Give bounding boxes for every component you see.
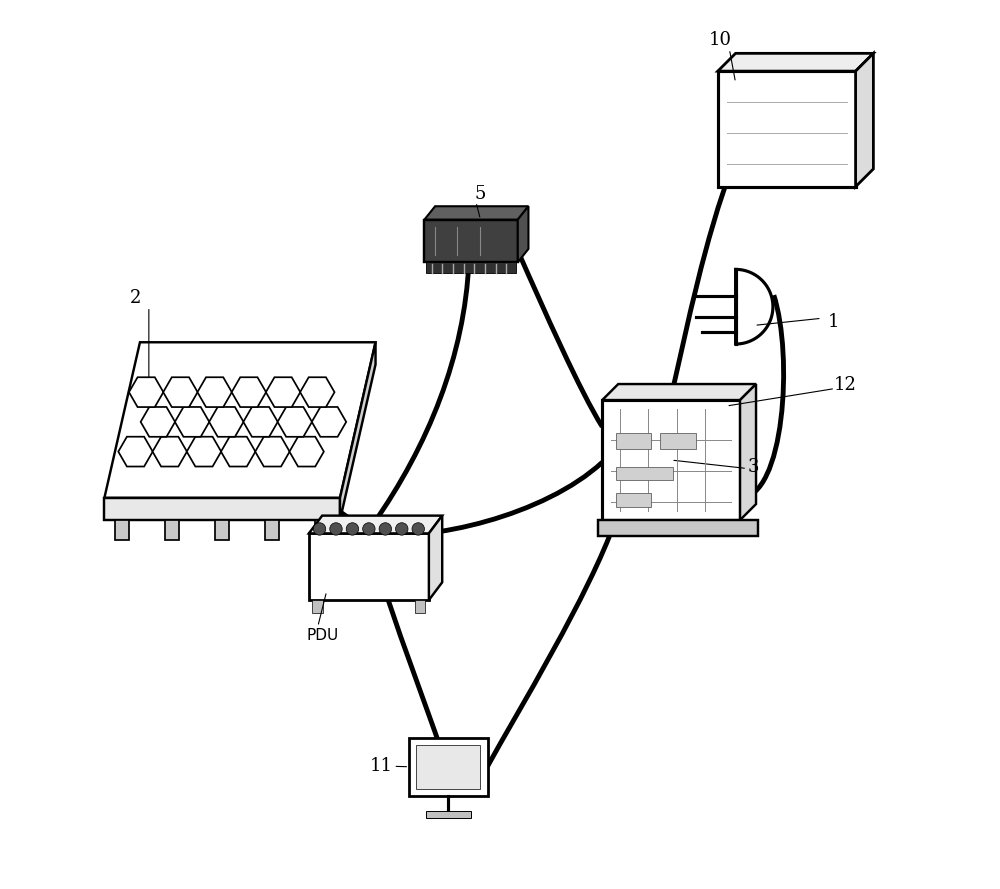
Text: 5: 5	[475, 185, 486, 203]
Polygon shape	[221, 436, 255, 467]
Bar	[426, 811, 471, 818]
Bar	[315, 520, 329, 540]
Polygon shape	[209, 407, 244, 436]
Polygon shape	[340, 342, 376, 520]
Polygon shape	[429, 516, 442, 600]
Polygon shape	[602, 384, 756, 400]
Polygon shape	[129, 377, 163, 407]
Circle shape	[330, 523, 342, 535]
Polygon shape	[163, 377, 198, 407]
Bar	[215, 520, 229, 540]
Polygon shape	[141, 407, 175, 436]
Polygon shape	[255, 436, 290, 467]
Text: 1: 1	[828, 313, 839, 331]
Polygon shape	[278, 407, 312, 436]
Bar	[424, 220, 518, 262]
Bar	[718, 71, 856, 187]
Polygon shape	[718, 53, 873, 71]
Bar	[115, 520, 129, 540]
Polygon shape	[104, 342, 376, 498]
Polygon shape	[153, 436, 187, 467]
Bar	[165, 520, 179, 540]
Bar	[616, 433, 651, 449]
Bar	[415, 600, 425, 613]
Polygon shape	[289, 436, 324, 467]
Bar	[309, 533, 429, 600]
Circle shape	[363, 523, 375, 535]
Bar	[602, 400, 740, 520]
Circle shape	[346, 523, 359, 535]
Bar	[616, 493, 651, 507]
Polygon shape	[118, 436, 153, 467]
Circle shape	[379, 523, 392, 535]
Circle shape	[412, 523, 424, 535]
Polygon shape	[266, 377, 300, 407]
Polygon shape	[243, 407, 278, 436]
Polygon shape	[300, 377, 335, 407]
Polygon shape	[309, 516, 442, 533]
Polygon shape	[736, 269, 773, 344]
Text: 10: 10	[709, 31, 732, 49]
Polygon shape	[518, 206, 528, 262]
Polygon shape	[312, 407, 346, 436]
Bar	[660, 433, 696, 449]
Circle shape	[313, 523, 326, 535]
Polygon shape	[175, 407, 209, 436]
Bar	[409, 738, 488, 796]
Polygon shape	[424, 206, 528, 220]
Bar	[598, 520, 758, 536]
Bar	[426, 262, 516, 273]
Polygon shape	[187, 436, 221, 467]
Polygon shape	[197, 377, 232, 407]
Text: 12: 12	[833, 376, 856, 394]
Bar	[265, 520, 279, 540]
Bar	[416, 745, 480, 789]
Circle shape	[396, 523, 408, 535]
Polygon shape	[104, 498, 340, 520]
Polygon shape	[232, 377, 266, 407]
Text: 3: 3	[748, 458, 759, 476]
Bar	[312, 600, 323, 613]
Text: 2: 2	[130, 289, 141, 307]
Polygon shape	[740, 384, 756, 520]
Polygon shape	[856, 53, 873, 187]
Text: PDU: PDU	[306, 629, 338, 643]
Bar	[616, 467, 673, 480]
Text: 11: 11	[369, 757, 392, 775]
